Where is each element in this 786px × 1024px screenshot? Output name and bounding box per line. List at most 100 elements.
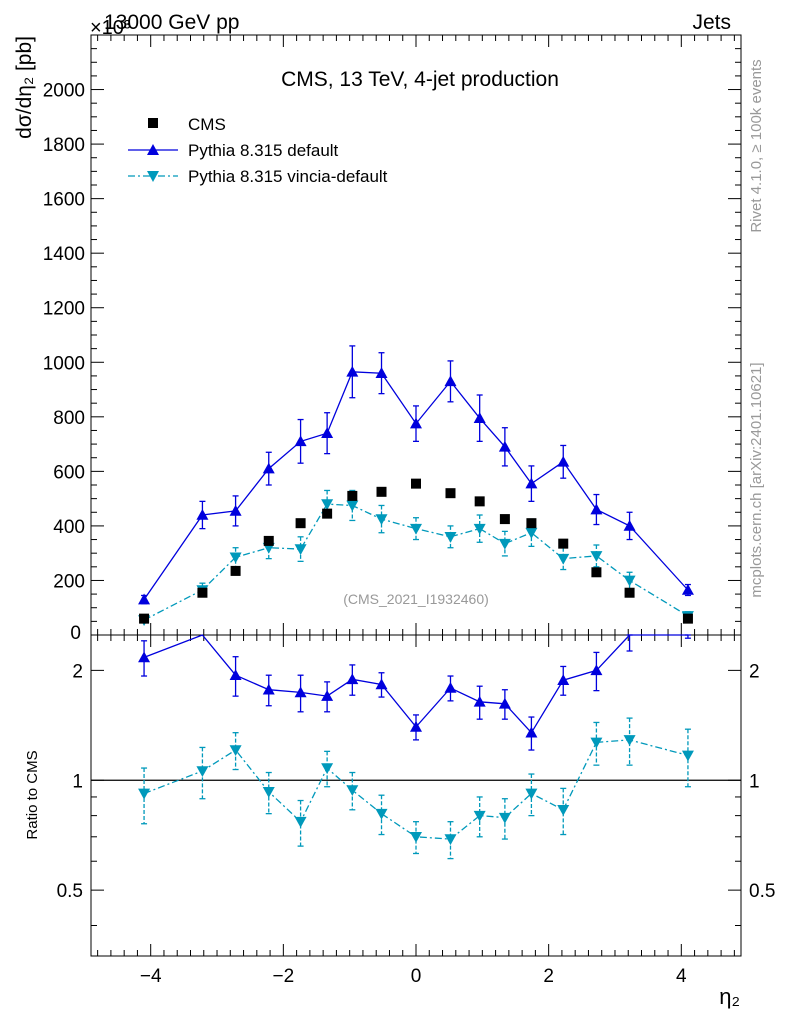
ratio-pythia-vincia-point: [623, 735, 636, 746]
ratio-pythia-default-point: [410, 720, 422, 732]
legend: CMS Pythia 8.315 default Pythia 8.315 vi…: [128, 115, 388, 186]
ratio-data-marks: [138, 634, 694, 860]
pythia-default-point: [525, 477, 538, 489]
cms-point: [474, 496, 485, 507]
main-y-tick-label: 0: [70, 623, 81, 644]
pythia-vincia-point: [557, 553, 570, 565]
ratio-plot-frame: [90, 634, 742, 957]
ratio-pythia-default-point: [262, 683, 275, 695]
main-y-tick-label: 400: [53, 517, 85, 538]
ratio-pythia-vincia-point: [138, 788, 151, 800]
cms-point: [499, 514, 510, 525]
pythia-vincia-point: [525, 527, 538, 539]
cms-point: [526, 518, 537, 529]
ratio-pythia-vincia-point: [375, 808, 388, 820]
ratio-y-tick-label: 1: [72, 771, 83, 792]
ratio-y-tick-label-right: 2: [749, 661, 760, 682]
cms-point: [411, 478, 421, 489]
analysis-watermark: (CMS_2021_I1932460): [343, 591, 489, 607]
ratio-pythia-default-point: [498, 697, 511, 709]
cms-point: [263, 535, 274, 546]
legend-marker-pythia-vincia: [147, 171, 159, 182]
cms-point: [347, 490, 358, 501]
ratio-pythia-vincia-point: [262, 786, 275, 798]
main-y-tick-label: 1200: [43, 299, 85, 320]
collision-label: 13000 GeV pp: [104, 11, 239, 34]
ratio-y-tick-label-right: 0.5: [749, 881, 775, 902]
ratio-pythia-vincia-point: [557, 804, 570, 816]
x-axis: −4 −2 0 2 4: [97, 35, 735, 987]
legend-marker-pythia-default: [147, 144, 159, 155]
ratio-y-tick-label: 2: [72, 661, 83, 682]
ratio-pythia-default-point: [346, 673, 359, 685]
pythia-default-point: [375, 367, 388, 378]
cms-point: [322, 508, 333, 519]
pythia-default-point: [557, 455, 570, 467]
pythia-default-point: [473, 412, 486, 423]
legend-label-pythia-vincia: Pythia 8.315 vincia-default: [188, 167, 388, 186]
cms-point: [376, 486, 387, 497]
main-y-tick-label: 1800: [43, 135, 85, 156]
ratio-pythia-vincia-point: [321, 763, 334, 775]
ratio-pythia-vincia-point: [346, 785, 359, 797]
pythia-vincia-point: [321, 499, 334, 511]
ratio-pythia-vincia-point: [196, 766, 209, 778]
main-axes: 200 400 600 800 1000 1200 1400 1600 1800 2000 0: [43, 34, 741, 644]
legend-marker-cms: [148, 118, 158, 128]
pythia-default-point: [321, 427, 334, 438]
pythia-vincia-point: [498, 538, 511, 550]
pythia-vincia-point: [229, 552, 242, 564]
ratio-pythia-default-point: [525, 726, 538, 738]
ratio-pythia-vincia-point: [590, 737, 603, 749]
chart-title: CMS, 13 TeV, 4-jet production: [281, 68, 559, 91]
main-y-tick-label: 2000: [43, 81, 85, 102]
cms-point: [139, 613, 150, 624]
cms-point: [295, 518, 306, 529]
main-data-marks: [138, 345, 694, 626]
pythia-vincia-point: [623, 575, 636, 587]
pythia-vincia-point: [375, 514, 388, 526]
ratio-pythia-vincia-point: [525, 788, 538, 800]
ratio-pythia-default-point: [229, 669, 242, 681]
rivet-version-label: Rivet 4.1.0, ≥ 100k events: [748, 59, 765, 232]
main-y-tick-label: 200: [53, 571, 85, 592]
x-tick-label: 4: [676, 966, 687, 987]
ratio-pythia-default-point: [138, 651, 151, 663]
pythia-default-point: [294, 435, 307, 447]
ratio-pythia-vincia-point: [444, 834, 457, 846]
ratio-y-tick-label: 0.5: [57, 881, 83, 902]
mcplots-label: mcplots.cern.ch [arXiv:2401.10621]: [748, 362, 765, 597]
main-y-axis-label: dσ/dη₂ [pb]: [13, 36, 36, 139]
cms-point: [624, 587, 635, 598]
pythia-vincia-point: [294, 544, 307, 556]
ratio-y-axis-label: Ratio to CMS: [24, 750, 41, 839]
pythia-default-point: [410, 417, 422, 429]
x-tick-label: 0: [411, 966, 422, 987]
pythia-vincia-point: [444, 532, 457, 543]
x-tick-label: −2: [273, 966, 295, 987]
legend-label-cms: CMS: [188, 115, 226, 134]
exponent-label: ×10³: [90, 17, 131, 39]
pythia-default-point: [623, 519, 636, 531]
pythia-default-point: [444, 375, 457, 387]
pythia-vincia-point: [346, 500, 359, 512]
pythia-default-point: [138, 593, 151, 605]
category-label: Jets: [692, 11, 731, 34]
main-y-tick-label: 1600: [43, 190, 85, 211]
pythia-default-point: [346, 365, 359, 377]
main-y-tick-label: 1000: [43, 353, 85, 374]
pythia-default-point: [262, 462, 275, 474]
pythia-vincia-point: [473, 523, 486, 535]
pythia-vincia-point: [410, 523, 422, 535]
cms-point: [445, 488, 456, 499]
main-y-tick-label: 600: [53, 462, 85, 483]
main-y-tick-label: 800: [53, 408, 85, 429]
x-tick-label: −4: [140, 966, 162, 987]
cms-point: [591, 567, 602, 578]
pythia-default-point: [681, 584, 694, 595]
cms-point: [230, 565, 241, 576]
ratio-pythia-default-point: [321, 690, 334, 701]
cms-point: [682, 613, 693, 624]
ratio-pythia-vincia-point: [229, 745, 242, 757]
